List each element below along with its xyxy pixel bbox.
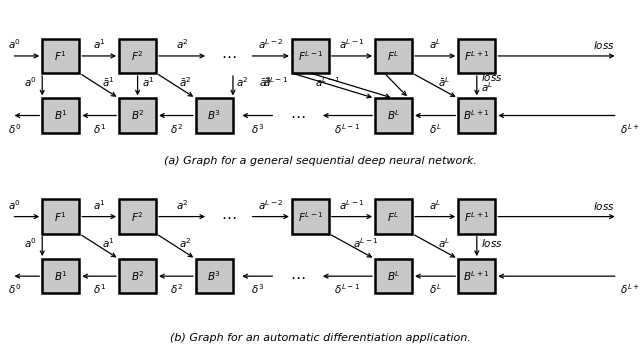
Text: $a^1$: $a^1$ [102,236,115,250]
Text: $B^{L+1}$: $B^{L+1}$ [463,269,490,283]
Text: $\bar{a}^{L-1}$: $\bar{a}^{L-1}$ [263,75,289,89]
Text: $B^1$: $B^1$ [54,269,68,283]
Text: $B^2$: $B^2$ [131,269,145,283]
FancyBboxPatch shape [119,199,156,234]
Text: $loss$: $loss$ [481,71,503,83]
Text: $B^L$: $B^L$ [387,269,401,283]
FancyBboxPatch shape [42,98,79,132]
Text: $a^0$: $a^0$ [24,75,37,89]
Text: $a^{L-2}$: $a^{L-2}$ [258,198,284,212]
Text: $F^{L+1}$: $F^{L+1}$ [464,49,490,63]
Text: $\bar{a}^L$: $\bar{a}^L$ [438,75,451,89]
Text: $a^{L-1}$: $a^{L-1}$ [339,38,365,51]
Text: $a^L$: $a^L$ [429,38,442,51]
FancyBboxPatch shape [458,199,495,234]
Text: $a^0$: $a^0$ [24,236,37,250]
Text: $a^{L-1}$: $a^{L-1}$ [315,75,340,89]
FancyBboxPatch shape [375,39,412,73]
FancyBboxPatch shape [196,259,233,293]
Text: (a) Graph for a general sequential deep neural network.: (a) Graph for a general sequential deep … [164,156,476,166]
Text: $a^{L-1}$: $a^{L-1}$ [339,198,365,212]
Text: $a^L$: $a^L$ [481,81,493,95]
Text: $a^2$: $a^2$ [176,198,188,212]
Text: $\delta^{L+1}=1$: $\delta^{L+1}=1$ [620,283,640,296]
Text: $a^L$: $a^L$ [429,198,442,212]
Text: $a^L$: $a^L$ [438,236,451,250]
FancyBboxPatch shape [458,259,495,293]
Text: $F^{L-1}$: $F^{L-1}$ [298,49,323,63]
Text: $\delta^1$: $\delta^1$ [93,283,106,296]
Text: $\delta^0$: $\delta^0$ [8,122,22,136]
Text: $F^2$: $F^2$ [131,49,144,63]
Text: $F^2$: $F^2$ [131,210,144,223]
Text: $a^{L-2}$: $a^{L-2}$ [258,38,284,51]
FancyBboxPatch shape [196,98,233,132]
FancyBboxPatch shape [42,199,79,234]
Text: $B^3$: $B^3$ [207,109,221,122]
Text: $F^L$: $F^L$ [387,210,400,223]
Text: $a^{L-1}$: $a^{L-1}$ [353,236,379,250]
Text: $a^1$: $a^1$ [93,38,106,51]
Text: $\delta^{L-1}$: $\delta^{L-1}$ [335,122,360,136]
Text: $F^1$: $F^1$ [54,210,67,223]
FancyBboxPatch shape [375,259,412,293]
Text: $B^3$: $B^3$ [207,269,221,283]
Text: $\delta^L$: $\delta^L$ [429,122,442,136]
Text: $\delta^0$: $\delta^0$ [8,283,22,296]
Text: $\bar{a}^3$: $\bar{a}^3$ [259,75,272,89]
Text: $\delta^2$: $\delta^2$ [170,122,182,136]
Text: $\bar{a}^2$: $\bar{a}^2$ [179,75,191,89]
Text: $B^{L+1}$: $B^{L+1}$ [463,109,490,122]
Text: $a^1$: $a^1$ [93,198,106,212]
Text: $loss$: $loss$ [593,200,614,212]
Text: $a^0$: $a^0$ [8,38,21,51]
Text: $a^2$: $a^2$ [236,75,249,89]
Text: $F^L$: $F^L$ [387,49,400,63]
FancyBboxPatch shape [42,259,79,293]
Text: $\cdots$: $\cdots$ [221,209,237,224]
Text: $\bar{a}^1$: $\bar{a}^1$ [102,75,115,89]
Text: $\delta^2$: $\delta^2$ [170,283,182,296]
Text: $\delta^{L+1}=1$: $\delta^{L+1}=1$ [620,122,640,136]
FancyBboxPatch shape [119,259,156,293]
FancyBboxPatch shape [119,98,156,132]
Text: $\cdots$: $\cdots$ [221,48,237,64]
Text: $\delta^L$: $\delta^L$ [429,283,442,296]
FancyBboxPatch shape [292,199,329,234]
Text: $\delta^3$: $\delta^3$ [251,283,264,296]
Text: $F^{L-1}$: $F^{L-1}$ [298,210,323,223]
Text: $\delta^3$: $\delta^3$ [251,122,264,136]
Text: (b) Graph for an automatic differentiation application.: (b) Graph for an automatic differentiati… [170,332,470,343]
FancyBboxPatch shape [458,39,495,73]
Text: $\delta^1$: $\delta^1$ [93,122,106,136]
Text: $F^{L+1}$: $F^{L+1}$ [464,210,490,223]
Text: $a^2$: $a^2$ [176,38,188,51]
FancyBboxPatch shape [42,39,79,73]
Text: $\delta^{L-1}$: $\delta^{L-1}$ [335,283,360,296]
Text: $B^L$: $B^L$ [387,109,401,122]
Text: $a^2$: $a^2$ [179,236,192,250]
FancyBboxPatch shape [375,199,412,234]
Text: $a^1$: $a^1$ [142,75,155,89]
Text: $B^2$: $B^2$ [131,109,145,122]
Text: $\cdots$: $\cdots$ [290,269,305,284]
Text: $a^0$: $a^0$ [8,198,21,212]
FancyBboxPatch shape [458,98,495,132]
FancyBboxPatch shape [119,39,156,73]
Text: $loss$: $loss$ [481,237,503,249]
Text: $F^1$: $F^1$ [54,49,67,63]
Text: $loss$: $loss$ [593,39,614,51]
FancyBboxPatch shape [375,98,412,132]
FancyBboxPatch shape [292,39,329,73]
Text: $\cdots$: $\cdots$ [290,108,305,123]
Text: $B^1$: $B^1$ [54,109,68,122]
